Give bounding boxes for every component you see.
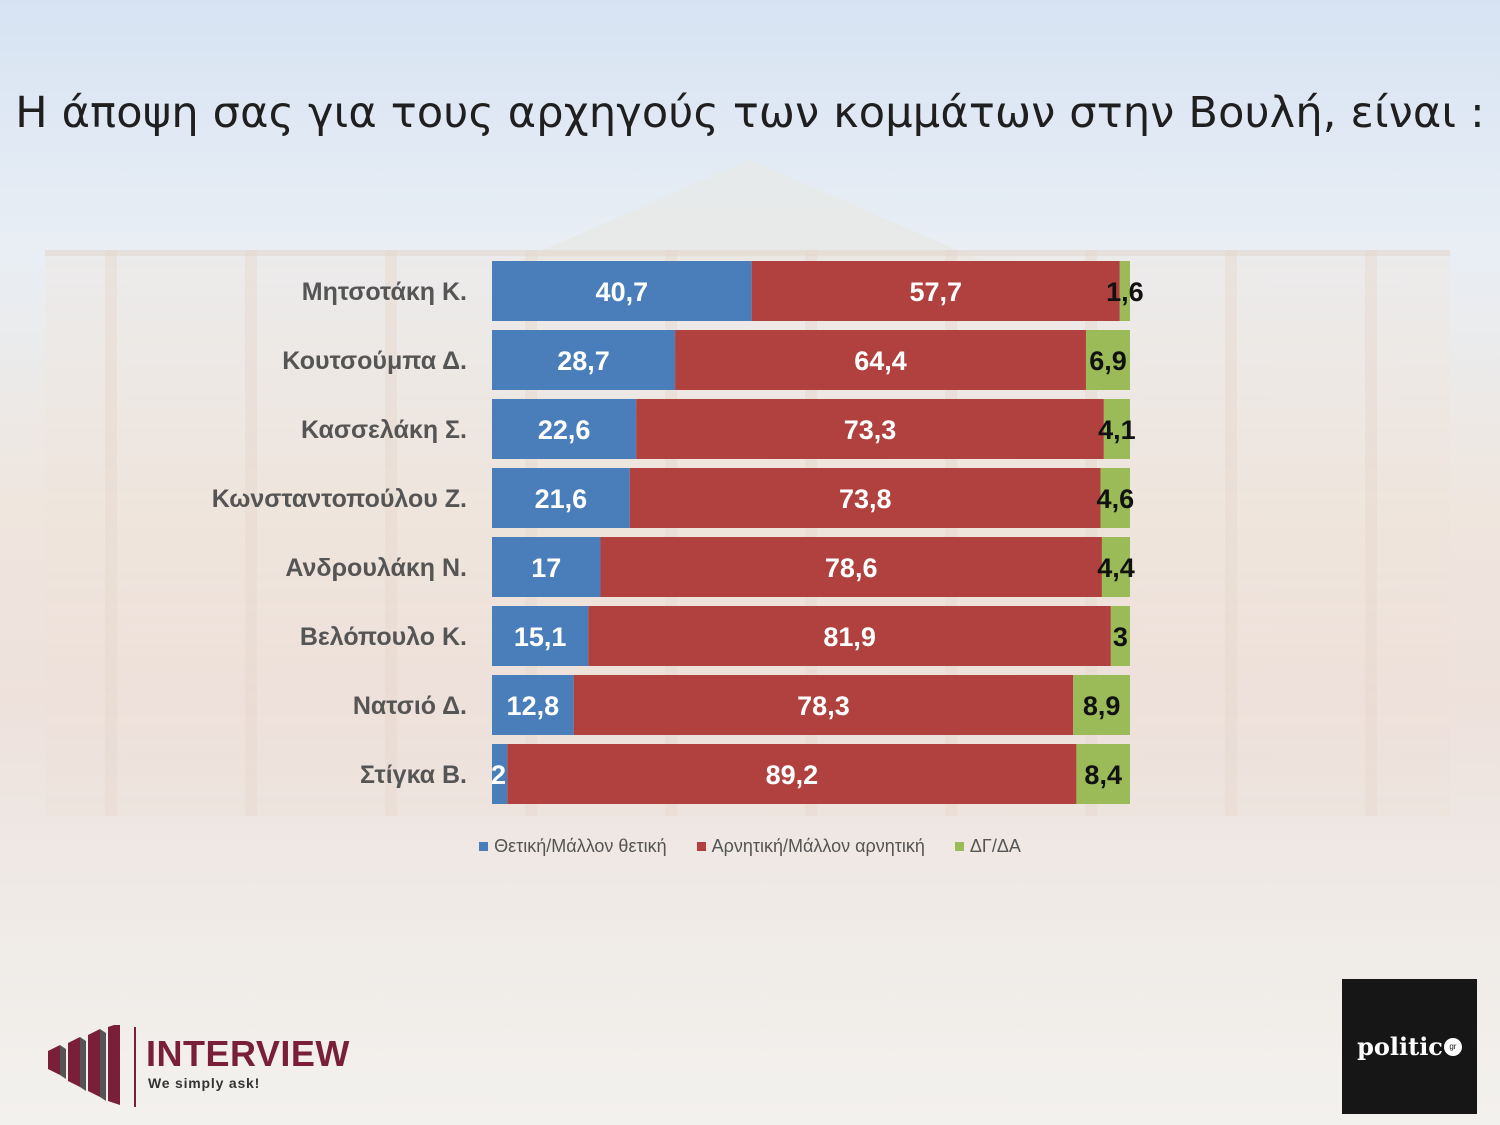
data-label-negative: 73,3 (844, 415, 897, 445)
data-label-negative: 89,2 (766, 760, 819, 790)
legend-label-negative: Αρνητική/Μάλλον αρνητική (711, 836, 925, 856)
data-label-negative: 81,9 (823, 622, 876, 652)
bar-segment-negative (751, 261, 1120, 321)
data-label-negative: 57,7 (909, 277, 962, 307)
legend-swatch-dk (954, 842, 964, 851)
bar-segment-dk (1085, 330, 1130, 390)
data-label-dk: 3 (1113, 622, 1128, 652)
data-label-negative: 78,6 (825, 553, 878, 583)
data-label-positive: 40,7 (596, 277, 649, 307)
bar-segment-negative (573, 675, 1074, 735)
legend-label-positive: Θετική/Μάλλον θετική (494, 836, 667, 856)
data-label-positive: 22,6 (538, 415, 591, 445)
legend-item-positive: Θετική/Μάλλον θετική (479, 836, 667, 857)
bar-segment-negative (588, 606, 1111, 666)
bar-segment-dk (1073, 675, 1130, 735)
stacked-bar-chart: Μητσοτάκη Κ. 40,7 57,7 1,6 Κουτσούμπα Δ. 28,7… (212, 261, 1144, 804)
interview-logo-tagline: We simply ask! (148, 1075, 261, 1091)
bar-segment-positive (492, 399, 637, 459)
data-label-positive: 17 (531, 553, 561, 583)
bar-segment-positive (492, 330, 676, 390)
data-label-negative: 73,8 (839, 484, 892, 514)
data-label-positive: 12,8 (507, 691, 560, 721)
data-label-positive: 28,7 (557, 346, 610, 376)
bar-segment-dk (1103, 399, 1130, 459)
bar-segment-dk (1110, 606, 1130, 666)
legend-item-dk: ΔΓ/ΔΑ (954, 836, 1021, 857)
bar-segment-positive (492, 744, 508, 804)
category-label: Ανδρουλάκη Ν. (285, 554, 467, 582)
politic-logo-name: politic (1357, 1032, 1443, 1061)
politic-logo: politic gr (1342, 979, 1477, 1114)
legend-swatch-negative (696, 842, 706, 851)
data-label-dk: 8,4 (1084, 760, 1122, 790)
category-label: Κασσελάκη Σ. (301, 416, 467, 444)
legend-item-negative: Αρνητική/Μάλλον αρνητική (696, 836, 925, 857)
bar-segment-negative (507, 744, 1077, 804)
data-label-dk: 4,1 (1098, 415, 1136, 445)
logo-divider (134, 1027, 136, 1107)
page-title: Η άποψη σας για τους αρχηγούς των κομμάτ… (15, 88, 1485, 138)
data-label-dk: 4,4 (1097, 553, 1135, 583)
data-label-positive: 15,1 (514, 622, 567, 652)
data-label-dk: 4,6 (1097, 484, 1135, 514)
category-label: Στίγκα Β. (360, 761, 467, 789)
legend-label-dk: ΔΓ/ΔΑ (969, 836, 1021, 856)
bar-segment-positive (492, 468, 630, 528)
interview-logo: INTERVIEW We simply ask! (46, 1023, 376, 1110)
bar-segment-positive (492, 261, 752, 321)
bar-segment-dk (1100, 468, 1130, 528)
bar-segment-negative (600, 537, 1102, 597)
data-label-dk: 1,6 (1106, 277, 1144, 307)
data-label-negative: 78,3 (797, 691, 850, 721)
bar-segment-dk (1076, 744, 1130, 804)
data-label-dk: 8,9 (1083, 691, 1121, 721)
bar-segment-negative (636, 399, 1104, 459)
category-label: Κουτσούμπα Δ. (282, 347, 467, 375)
category-label: Βελόπουλο Κ. (300, 623, 467, 651)
bar-segment-negative (675, 330, 1086, 390)
data-label-dk: 6,9 (1089, 346, 1127, 376)
bar-segment-positive (492, 537, 601, 597)
interview-logo-mark-icon (48, 1023, 120, 1105)
data-label-negative: 64,4 (854, 346, 907, 376)
bar-segment-positive (492, 606, 589, 666)
chart-legend: Θετική/Μάλλον θετική Αρνητική/Μάλλον αρν… (0, 836, 1500, 857)
category-label: Κωνσταντοπούλου Ζ. (212, 485, 467, 513)
category-label: Μητσοτάκη Κ. (302, 278, 467, 306)
bar-segment-positive (492, 675, 574, 735)
legend-swatch-positive (479, 842, 489, 851)
category-label: Νατσιό Δ. (353, 692, 467, 720)
politic-logo-badge: gr (1443, 1037, 1462, 1056)
bar-segment-negative (629, 468, 1101, 528)
bar-segment-dk (1101, 537, 1130, 597)
interview-logo-name: INTERVIEW (146, 1033, 350, 1074)
data-label-positive: 21,6 (535, 484, 588, 514)
bar-segment-dk (1119, 261, 1130, 321)
